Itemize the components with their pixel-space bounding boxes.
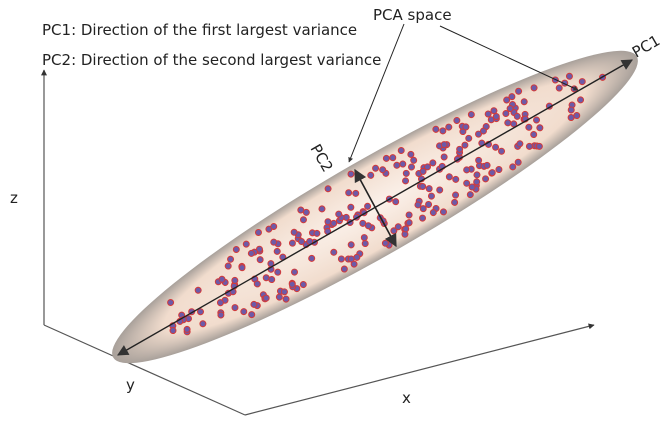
pointer [439,25,579,91]
legend-line: PC1: Direction of the first largest vari… [42,21,357,39]
pca-space-label: PCA space [373,6,452,24]
x-label: x [402,389,411,407]
pc2-axis [354,168,397,248]
legend-line: PC2: Direction of the second largest var… [42,51,381,69]
z-label: z [10,189,18,207]
y-axis [43,324,246,416]
x-axis [244,323,595,416]
pointer [348,23,405,163]
y-label: y [126,376,135,394]
pc2-label: PC2 [307,141,337,175]
